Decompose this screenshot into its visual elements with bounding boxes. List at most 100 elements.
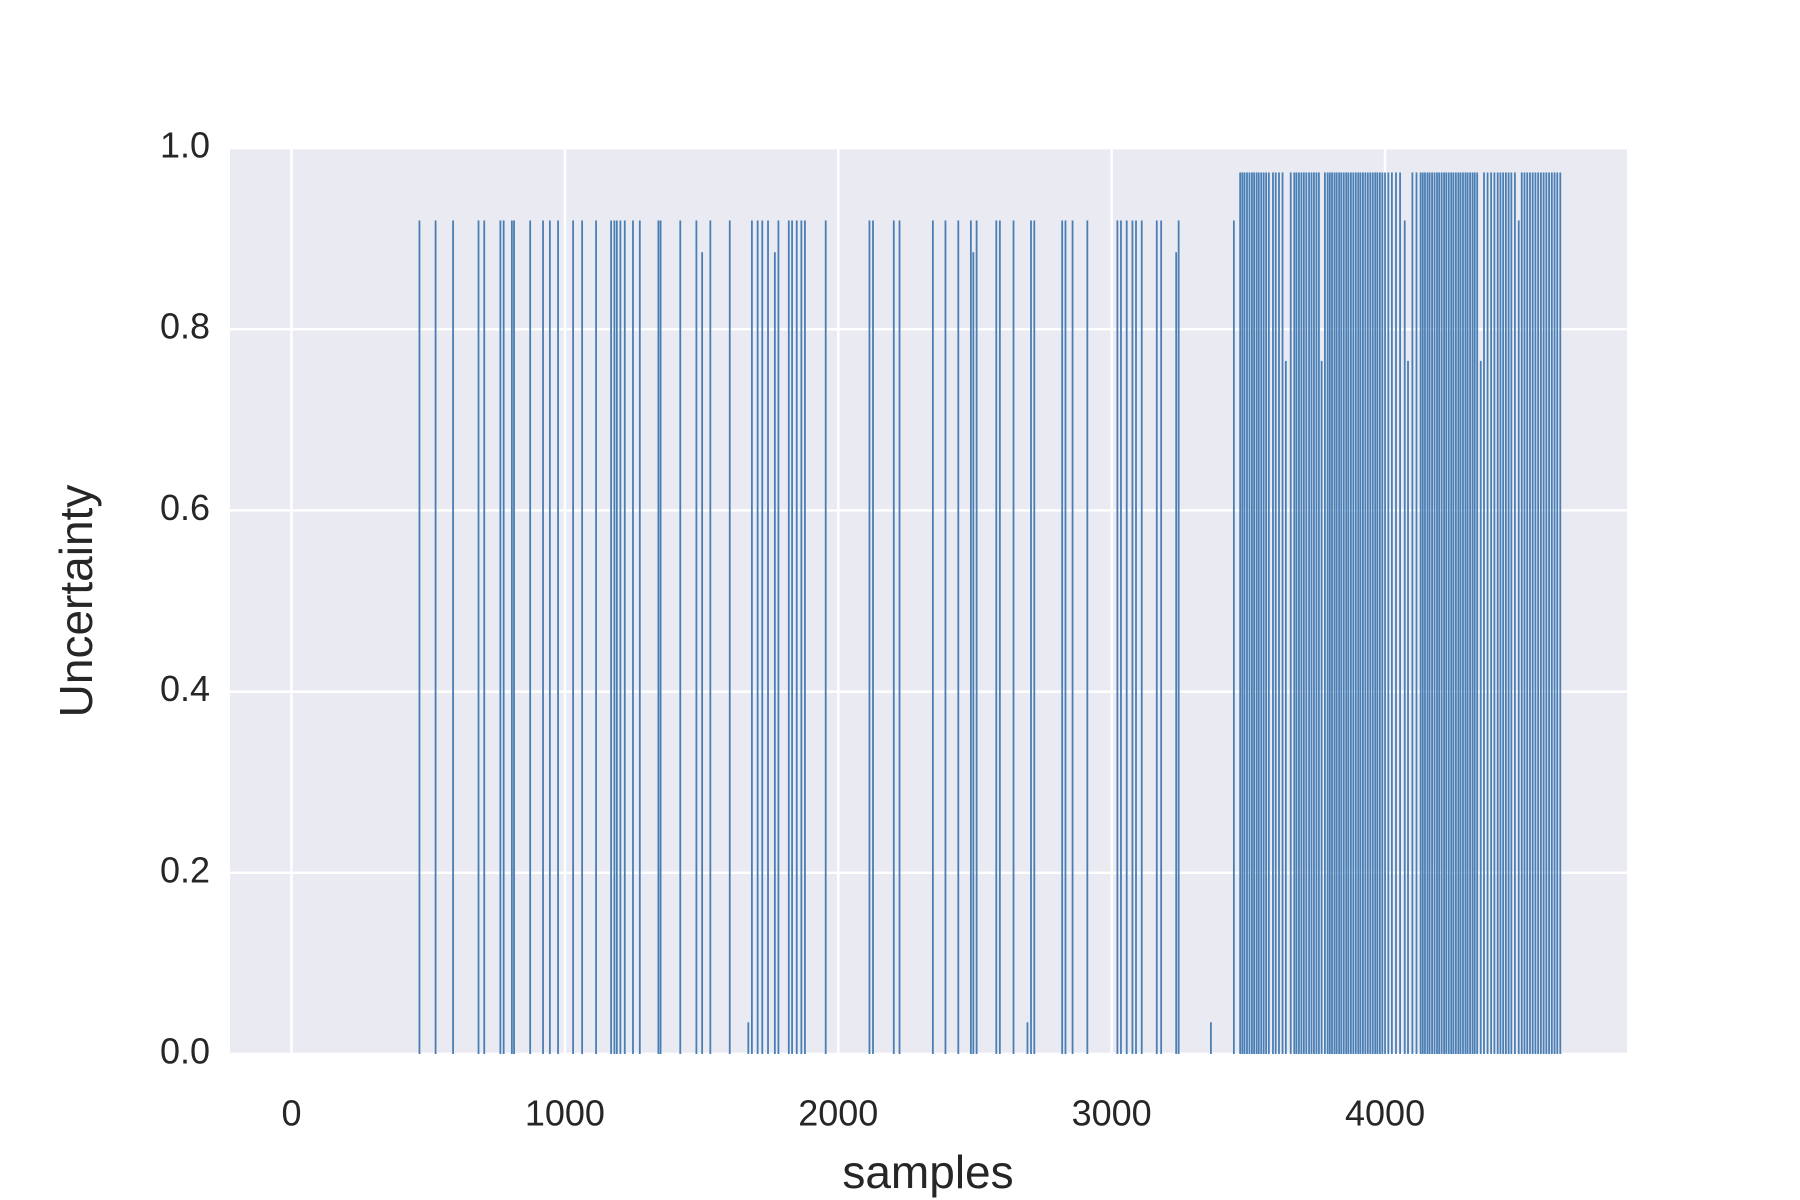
bar xyxy=(1371,172,1374,1054)
bar xyxy=(623,220,626,1055)
y-tick-label: 0.8 xyxy=(160,306,210,347)
bar xyxy=(1331,172,1333,1054)
bar xyxy=(767,220,769,1055)
bar xyxy=(1246,172,1248,1054)
bar xyxy=(1281,172,1284,1054)
bar xyxy=(548,220,551,1055)
bar xyxy=(1399,172,1401,1054)
bar xyxy=(1390,172,1393,1054)
bar xyxy=(1262,172,1265,1054)
bar xyxy=(615,220,618,1055)
bar xyxy=(695,220,698,1055)
bar xyxy=(777,220,780,1055)
bar xyxy=(1459,172,1462,1054)
bar xyxy=(1411,172,1414,1054)
bar xyxy=(1483,172,1485,1054)
bar xyxy=(1120,220,1122,1055)
bar xyxy=(972,252,975,1054)
bar xyxy=(1395,172,1397,1054)
bar xyxy=(1125,220,1128,1055)
bar xyxy=(747,1022,750,1054)
bar xyxy=(898,220,901,1055)
y-tick-label: 0.4 xyxy=(160,668,210,709)
bar xyxy=(1116,220,1119,1055)
bar xyxy=(1415,172,1418,1054)
bar xyxy=(975,220,978,1055)
bar xyxy=(1349,172,1352,1054)
bar xyxy=(1384,172,1386,1054)
bar xyxy=(1369,172,1372,1054)
bar xyxy=(1376,172,1379,1054)
bar xyxy=(1457,172,1460,1054)
bar xyxy=(1359,172,1362,1054)
bar xyxy=(1428,172,1431,1054)
y-axis-label: Uncertainty xyxy=(50,485,102,718)
bar xyxy=(1452,172,1455,1054)
bar xyxy=(1529,172,1531,1054)
bar xyxy=(756,220,759,1055)
x-tick-label: 0 xyxy=(281,1093,301,1134)
bar xyxy=(1374,172,1377,1054)
bar xyxy=(1534,172,1537,1054)
bar xyxy=(1445,172,1448,1054)
bar xyxy=(499,220,502,1055)
bar xyxy=(659,220,662,1055)
bar xyxy=(1464,172,1467,1054)
bar xyxy=(1440,172,1443,1054)
bar xyxy=(1315,172,1318,1054)
bar xyxy=(1421,172,1424,1054)
bar xyxy=(1559,172,1562,1054)
bar xyxy=(1357,172,1360,1054)
bar xyxy=(1324,172,1326,1054)
bar xyxy=(483,220,486,1055)
bar xyxy=(1490,172,1493,1054)
bar xyxy=(1454,172,1457,1054)
bar xyxy=(1387,172,1390,1054)
bar xyxy=(1476,172,1479,1054)
bar xyxy=(709,220,712,1055)
bar xyxy=(1471,172,1474,1054)
bar xyxy=(1507,172,1510,1054)
bar xyxy=(1274,172,1277,1054)
bar xyxy=(1537,172,1540,1054)
bar xyxy=(773,252,776,1054)
bar xyxy=(1251,172,1253,1054)
bar xyxy=(1295,172,1298,1054)
bar xyxy=(1320,360,1323,1054)
bar xyxy=(1135,220,1137,1055)
y-tick-label: 1.0 xyxy=(160,125,210,166)
bar xyxy=(1265,172,1268,1054)
bar xyxy=(1328,172,1331,1054)
bar xyxy=(701,252,704,1054)
bar xyxy=(1260,172,1263,1054)
bar xyxy=(1061,220,1064,1055)
bar xyxy=(1284,360,1287,1054)
bar xyxy=(1345,172,1348,1054)
bar xyxy=(1308,172,1310,1054)
bar xyxy=(638,220,641,1055)
bar xyxy=(1140,220,1143,1055)
bar xyxy=(1289,172,1292,1054)
bar xyxy=(1433,172,1436,1054)
bar xyxy=(1305,172,1308,1054)
bar xyxy=(1338,172,1341,1054)
bar xyxy=(1030,220,1032,1055)
x-axis-label: samples xyxy=(842,1146,1013,1198)
bar xyxy=(969,220,972,1055)
bar xyxy=(1243,172,1246,1054)
bar xyxy=(1542,172,1545,1054)
bar xyxy=(1403,220,1406,1055)
bar xyxy=(1517,220,1520,1055)
bar xyxy=(1531,172,1534,1054)
bar xyxy=(513,220,515,1055)
bar xyxy=(1064,220,1067,1055)
bar xyxy=(1431,172,1433,1054)
bar xyxy=(1131,220,1134,1055)
bar xyxy=(632,220,634,1055)
bar xyxy=(1419,172,1422,1054)
bar xyxy=(1496,172,1499,1054)
bar xyxy=(1504,172,1507,1054)
bar xyxy=(581,220,584,1055)
x-tick-label: 2000 xyxy=(798,1093,878,1134)
